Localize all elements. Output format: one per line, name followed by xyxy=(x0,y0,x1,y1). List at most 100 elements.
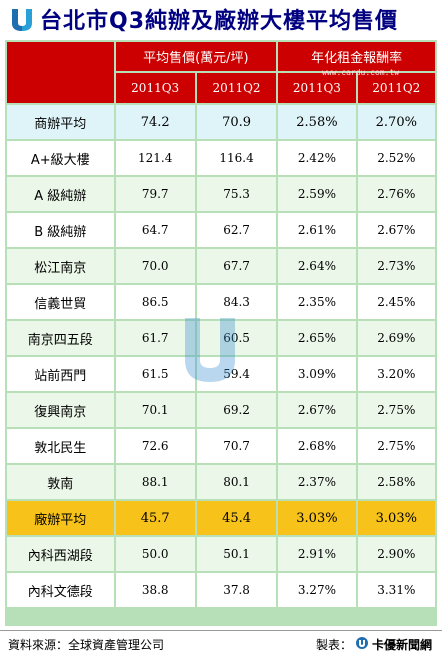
row-label: 信義世貿 xyxy=(7,285,114,319)
table-cell: 2.45% xyxy=(357,285,435,319)
table-cell: 2.59% xyxy=(278,177,356,211)
brand-logo-icon xyxy=(355,637,368,652)
row-label: 敦南 xyxy=(7,465,114,499)
page-title: 台北市Q3純辦及廠辦大樓平均售價 xyxy=(40,9,399,34)
table-cell: 2.37% xyxy=(278,465,356,499)
table-cell: 2.91% xyxy=(278,537,356,571)
table-cell: 70.0 xyxy=(115,249,195,283)
footer: 資料來源：全球資產管理公司 製表： 卡優新聞網 xyxy=(0,630,442,658)
watermark-logo-icon xyxy=(175,310,245,394)
table-cell: 2.65% xyxy=(278,321,356,355)
table-row: 內科文德段 38.8 37.8 3.27% 3.31% xyxy=(7,573,435,607)
table-cell: 61.7 xyxy=(115,321,195,355)
brand-name: 卡優新聞網 xyxy=(371,638,432,652)
table-cell: 2.64% xyxy=(278,249,356,283)
table-row: 廠辦平均 45.7 45.4 3.03% 3.03% xyxy=(7,501,435,535)
maker-credit: 製表： 卡優新聞網 xyxy=(316,636,432,653)
table-cell: 45.4 xyxy=(196,501,277,535)
table-row: A 級純辦 79.7 75.3 2.59% 2.76% xyxy=(7,177,435,211)
table-cell: 84.3 xyxy=(196,285,277,319)
row-label: B 級純辦 xyxy=(7,213,114,247)
row-label: 站前西門 xyxy=(7,357,114,391)
table-cell: 2.75% xyxy=(357,393,435,427)
table-cell: 3.03% xyxy=(278,501,356,535)
row-label: 內科西湖段 xyxy=(7,537,114,571)
title-bar: 台北市Q3純辦及廠辦大樓平均售價 xyxy=(0,0,442,38)
table-cell: 2.61% xyxy=(278,213,356,247)
table-row: 商辦平均 74.2 70.9 2.58% 2.70% xyxy=(7,105,435,139)
table-cell: 3.03% xyxy=(357,501,435,535)
table-cell: 38.8 xyxy=(115,573,195,607)
table-row: 信義世貿 86.5 84.3 2.35% 2.45% xyxy=(7,285,435,319)
table-cell: 2.68% xyxy=(278,429,356,463)
row-label: 敦北民生 xyxy=(7,429,114,463)
table-cell: 70.7 xyxy=(196,429,277,463)
row-label: 內科文德段 xyxy=(7,573,114,607)
header-period: 2011Q3 xyxy=(115,73,195,103)
table-cell: 80.1 xyxy=(196,465,277,499)
table-cell: 79.7 xyxy=(115,177,195,211)
row-label: 南京四五段 xyxy=(7,321,114,355)
header-period: 2011Q2 xyxy=(357,73,435,103)
table-cell: 2.67% xyxy=(278,393,356,427)
table-cell: 2.76% xyxy=(357,177,435,211)
table-cell: 2.70% xyxy=(357,105,435,139)
header-corner xyxy=(7,42,114,103)
table-cell: 2.69% xyxy=(357,321,435,355)
table-cell: 3.20% xyxy=(357,357,435,391)
header-period: 2011Q2 xyxy=(196,73,277,103)
logo-icon xyxy=(8,5,36,33)
price-table: 平均售價(萬元/坪) 年化租金報酬率 2011Q3 2011Q2 2011Q3 … xyxy=(5,40,437,626)
table-cell: 64.7 xyxy=(115,213,195,247)
table-cell: 2.58% xyxy=(278,105,356,139)
table-cell: 3.31% xyxy=(357,573,435,607)
table-cell: 59.4 xyxy=(196,357,277,391)
maker-label: 製表： xyxy=(315,638,352,652)
table-cell: 67.7 xyxy=(196,249,277,283)
header-price-group: 平均售價(萬元/坪) xyxy=(115,42,277,71)
table-row: 內科西湖段 50.0 50.1 2.91% 2.90% xyxy=(7,537,435,571)
table-cell: 70.9 xyxy=(196,105,277,139)
table-cell: 72.6 xyxy=(115,429,195,463)
table-cell: 2.75% xyxy=(357,429,435,463)
table-cell: 86.5 xyxy=(115,285,195,319)
row-label: 復興南京 xyxy=(7,393,114,427)
watermark-site-text: www.cardu.com.tw xyxy=(322,68,400,77)
table-cell: 75.3 xyxy=(196,177,277,211)
table-cell: 2.52% xyxy=(357,141,435,175)
table-cell: 2.90% xyxy=(357,537,435,571)
table-cell: 37.8 xyxy=(196,573,277,607)
row-label: A+級大樓 xyxy=(7,141,114,175)
row-label: 松江南京 xyxy=(7,249,114,283)
table-cell: 50.0 xyxy=(115,537,195,571)
table-cell: 60.5 xyxy=(196,321,277,355)
header-period: 2011Q3 xyxy=(278,73,356,103)
table-cell: 45.7 xyxy=(115,501,195,535)
table-row: B 級純辦 64.7 62.7 2.61% 2.67% xyxy=(7,213,435,247)
table-cell: 50.1 xyxy=(196,537,277,571)
table-cell: 3.09% xyxy=(278,357,356,391)
table-cell: 2.42% xyxy=(278,141,356,175)
table-row: 站前西門 61.5 59.4 3.09% 3.20% xyxy=(7,357,435,391)
table-cell: 2.58% xyxy=(357,465,435,499)
table-row: 南京四五段 61.7 60.5 2.65% 2.69% xyxy=(7,321,435,355)
table-cell: 62.7 xyxy=(196,213,277,247)
table-row: 松江南京 70.0 67.7 2.64% 2.73% xyxy=(7,249,435,283)
header-yield-group: 年化租金報酬率 xyxy=(278,42,435,71)
table-cell: 2.35% xyxy=(278,285,356,319)
table-cell: 88.1 xyxy=(115,465,195,499)
table-cell: 61.5 xyxy=(115,357,195,391)
table-cell: 69.2 xyxy=(196,393,277,427)
table-cell: 121.4 xyxy=(115,141,195,175)
table-row: A+級大樓 121.4 116.4 2.42% 2.52% xyxy=(7,141,435,175)
row-label: 廠辦平均 xyxy=(7,501,114,535)
table-cell: 116.4 xyxy=(196,141,277,175)
table-row: 敦北民生 72.6 70.7 2.68% 2.75% xyxy=(7,429,435,463)
table-cell: 74.2 xyxy=(115,105,195,139)
row-label: A 級純辦 xyxy=(7,177,114,211)
table-cell: 3.27% xyxy=(278,573,356,607)
source-note: 資料來源：全球資產管理公司 xyxy=(8,638,165,652)
table-row: 敦南 88.1 80.1 2.37% 2.58% xyxy=(7,465,435,499)
table-cell: 2.73% xyxy=(357,249,435,283)
row-label: 商辦平均 xyxy=(7,105,114,139)
